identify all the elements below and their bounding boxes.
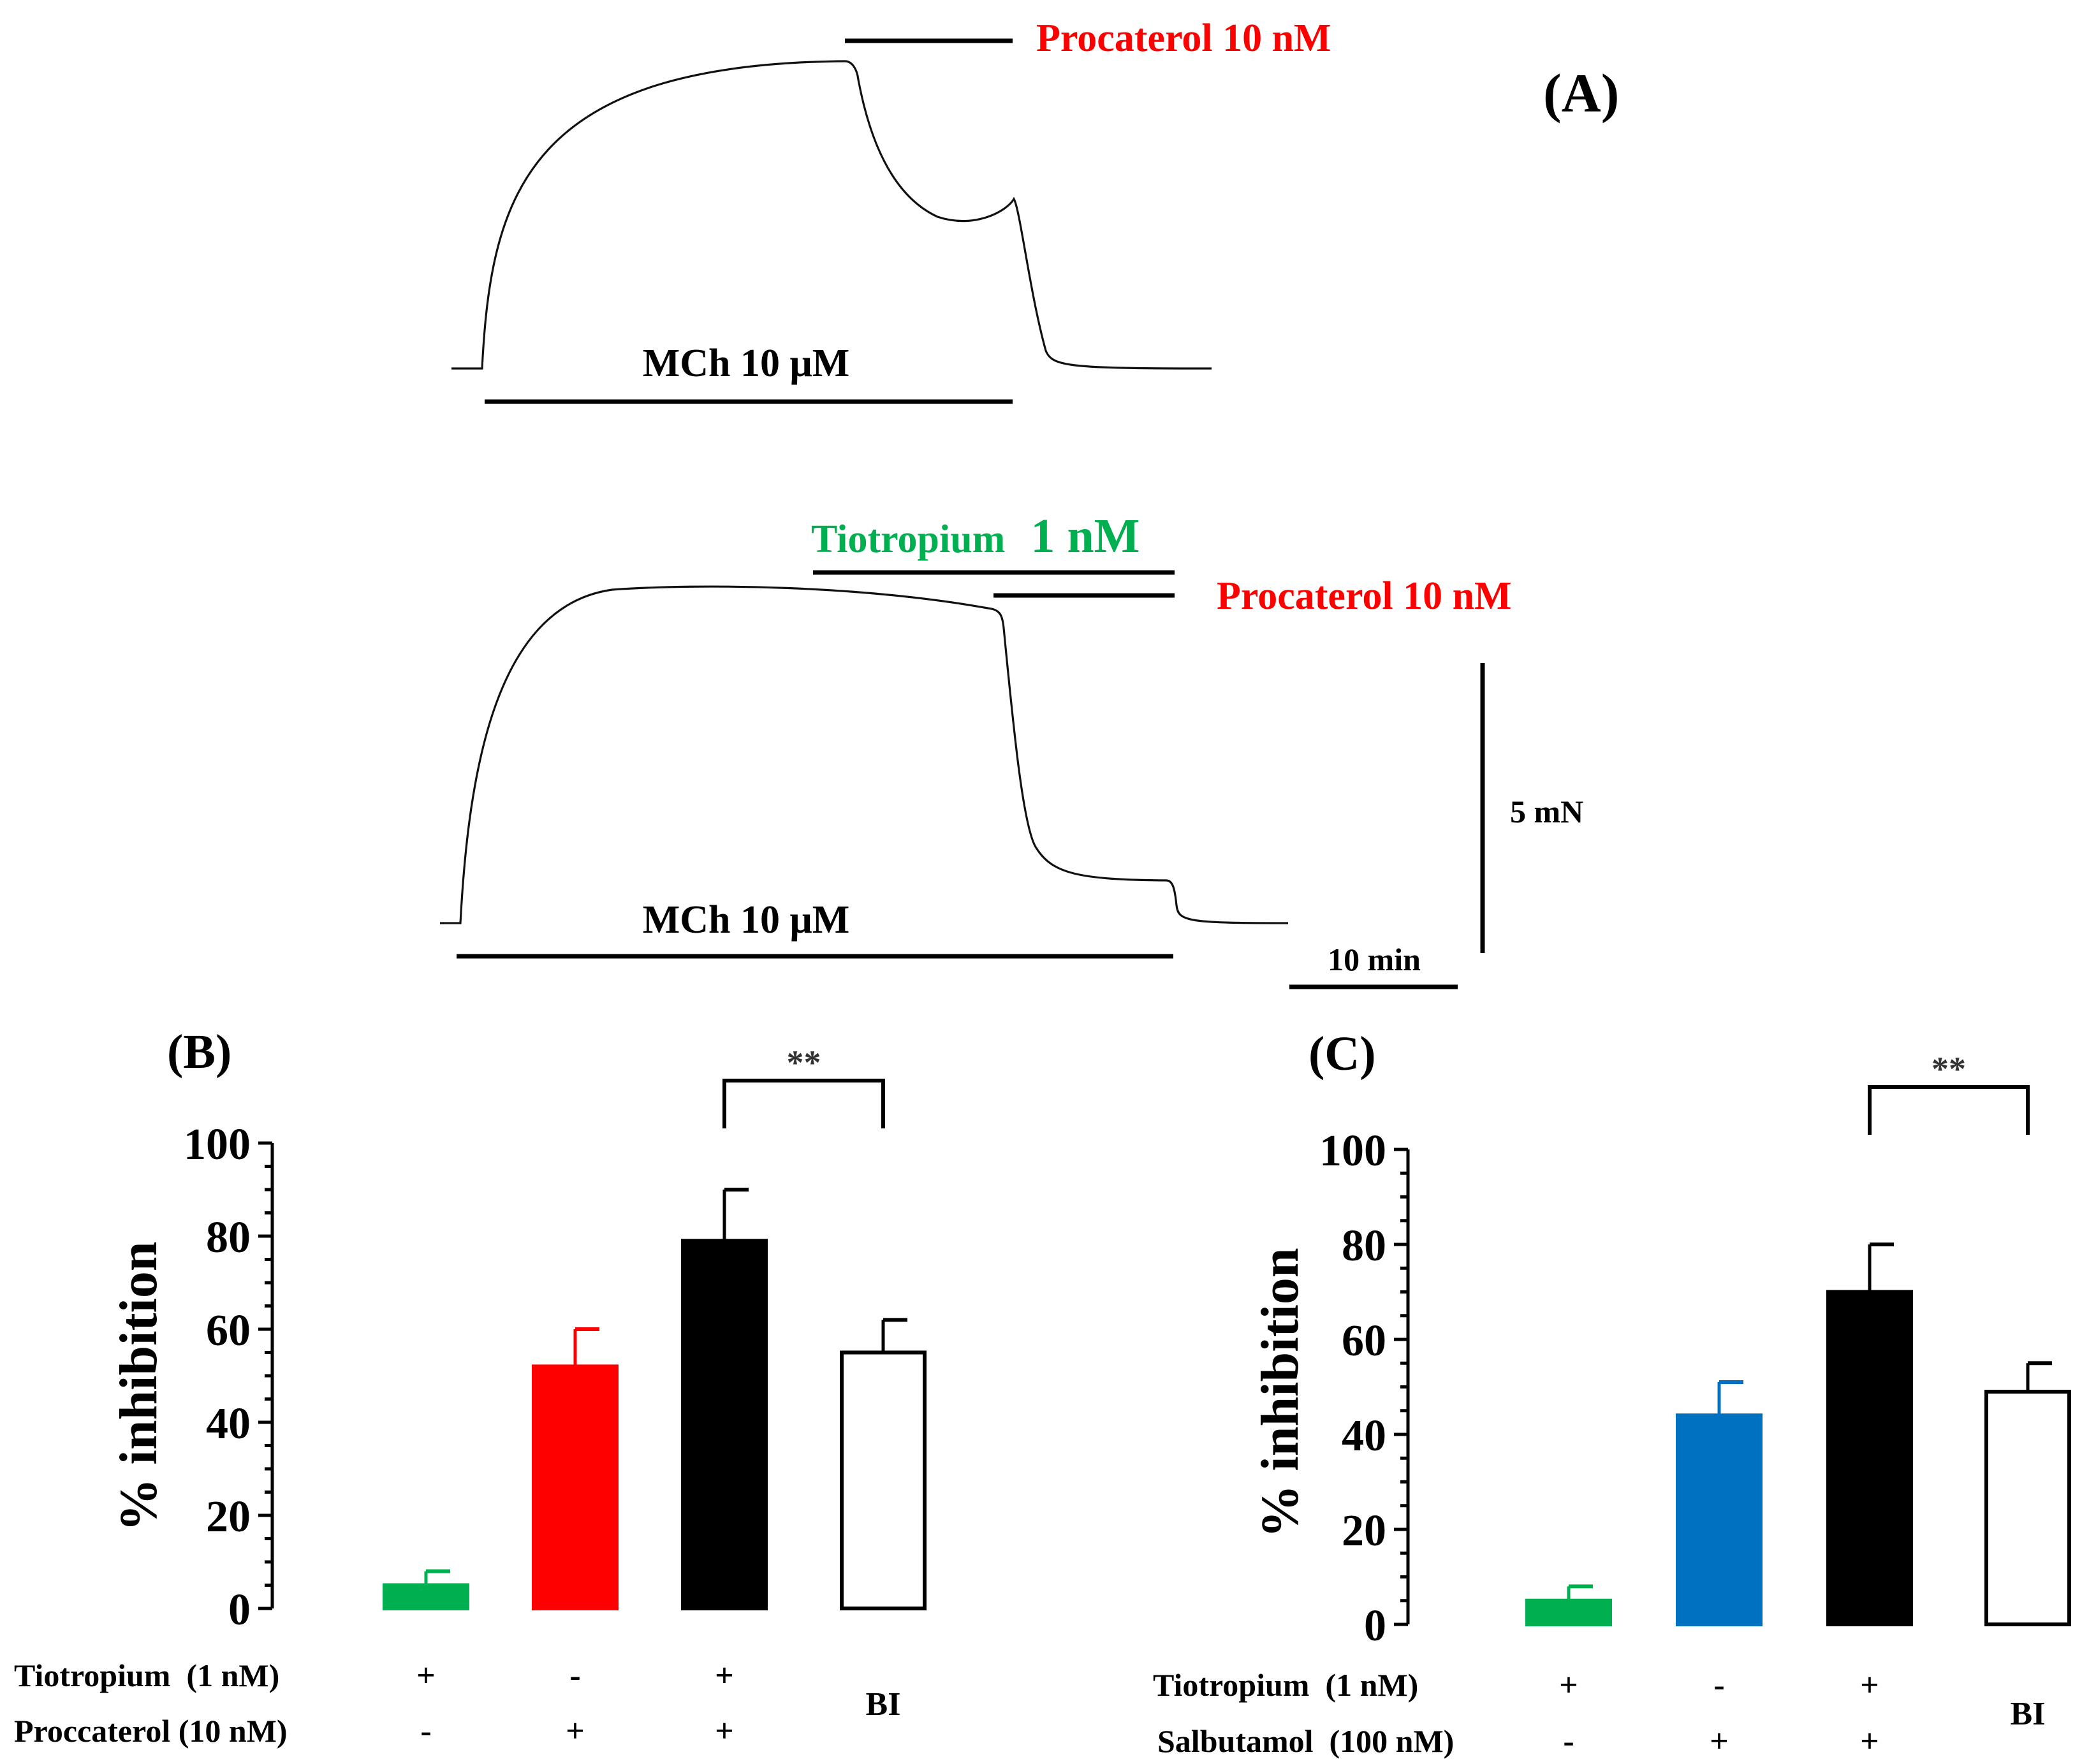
panel-b-y-tick-label: 20 xyxy=(206,1492,251,1542)
panel-b-mark-tio-1: + xyxy=(416,1658,436,1694)
panel-b-bar-3 xyxy=(681,1239,768,1611)
panel-c-y-tick-label: 100 xyxy=(1319,1126,1386,1176)
panel-a: (A) MCh 10 μM Procaterol 10 nM MCh 10 μM… xyxy=(440,17,1619,989)
panel-b-label: (B) xyxy=(167,1025,231,1079)
panel-c-y-axis-title: % inhibition xyxy=(1250,1248,1310,1538)
panel-b-bar-2 xyxy=(532,1364,619,1610)
panel-c-row-label-salbutamol: Salbutamol (100 nM) xyxy=(1157,1723,1454,1759)
force-scale-label: 5 mN xyxy=(1510,794,1583,829)
panel-b-mark-pro-1: - xyxy=(420,1713,431,1749)
panel-c-row-label-tiotropium: Tiotropium (1 nM) xyxy=(1153,1667,1418,1703)
panel-b-bar-4 xyxy=(840,1350,927,1610)
panel-b-y-tick-label: 100 xyxy=(184,1120,251,1169)
panel-b: (B) % inhibition 0 20 40 60 80 100 ** Tiotropi… xyxy=(14,1025,927,1749)
panel-c-mark-sal-1: - xyxy=(1563,1723,1574,1760)
panel-b-condition-table: Tiotropium (1 nM) Proccaterol (10 nM) + … xyxy=(14,1658,900,1749)
panel-b-mark-pro-3: + xyxy=(715,1713,734,1749)
panel-b-y-axis-title: % inhibition xyxy=(109,1241,168,1531)
top-mch-label: MCh 10 μM xyxy=(643,342,849,385)
panel-b-row-label-procaterol: Proccaterol (10 nM) xyxy=(14,1713,288,1749)
tiotropium-conc: 1 nM xyxy=(1030,509,1140,563)
panel-b-significance-bracket xyxy=(722,1079,885,1128)
panel-c-bar-2 xyxy=(1676,1413,1763,1626)
panel-b-row-label-tiotropium: Tiotropium (1 nM) xyxy=(14,1658,279,1693)
panel-c-mark-sal-2: + xyxy=(1710,1723,1729,1760)
panel-b-y-tick-label: 40 xyxy=(206,1399,251,1448)
panel-b-bi-label: BI xyxy=(866,1686,901,1723)
panel-c-bar-chart: 0 20 40 60 80 100 ** xyxy=(1319,1050,2071,1651)
panel-b-y-tick-label: 80 xyxy=(206,1213,251,1262)
panel-b-bar-chart: 0 20 40 60 80 100 ** xyxy=(184,1044,927,1635)
panel-c-condition-table: Tiotropium (1 nM) Salbutamol (100 nM) + … xyxy=(1153,1667,2045,1760)
time-scale-label: 10 min xyxy=(1328,942,1421,977)
panel-b-mark-pro-2: + xyxy=(566,1713,585,1749)
panel-c-significance-label: ** xyxy=(1931,1050,1966,1088)
bottom-tiotropium-label: Tiotropium 1 nM xyxy=(811,509,1140,563)
panel-c-y-tick-label: 0 xyxy=(1364,1601,1386,1651)
panel-c-y-tick-label: 60 xyxy=(1342,1316,1386,1366)
bottom-procaterol-label: Procaterol 10 nM xyxy=(1217,574,1512,618)
panel-c-mark-tio-1: + xyxy=(1559,1667,1578,1703)
panel-c-y-tick-label: 40 xyxy=(1342,1411,1386,1461)
panel-b-mark-tio-2: - xyxy=(569,1658,580,1694)
panel-c-y-tick-label: 80 xyxy=(1342,1221,1386,1271)
bottom-mch-label: MCh 10 μM xyxy=(643,898,849,942)
panel-c-bar-4 xyxy=(1984,1389,2071,1626)
panel-b-bar-1 xyxy=(383,1583,469,1610)
top-force-trace xyxy=(451,60,1212,370)
panel-b-y-tick-label: 60 xyxy=(206,1306,251,1355)
panel-c-bi-label: BI xyxy=(2011,1696,2046,1732)
panel-a-label: (A) xyxy=(1543,62,1619,124)
bottom-force-trace xyxy=(440,585,1289,924)
panel-b-y-tick-label: 0 xyxy=(228,1585,251,1635)
panel-c-mark-tio-3: + xyxy=(1860,1667,1879,1703)
top-procaterol-label: Procaterol 10 nM xyxy=(1036,17,1331,60)
tiotropium-name: Tiotropium xyxy=(811,518,1005,561)
panel-c-significance-bracket xyxy=(1868,1085,2030,1135)
panel-b-significance-label: ** xyxy=(787,1044,821,1082)
panel-c-mark-sal-3: + xyxy=(1860,1723,1879,1760)
panel-b-mark-tio-3: + xyxy=(715,1658,734,1694)
panel-c-y-tick-label: 20 xyxy=(1342,1506,1386,1556)
panel-c-mark-tio-2: - xyxy=(1713,1667,1724,1703)
panel-c: (C) % inhibition 0 20 40 60 80 100 ** Tiotropi… xyxy=(1153,1027,2071,1760)
panel-c-bar-1 xyxy=(1525,1598,1612,1626)
panel-c-label: (C) xyxy=(1308,1027,1376,1081)
panel-c-bar-3 xyxy=(1826,1290,1913,1626)
